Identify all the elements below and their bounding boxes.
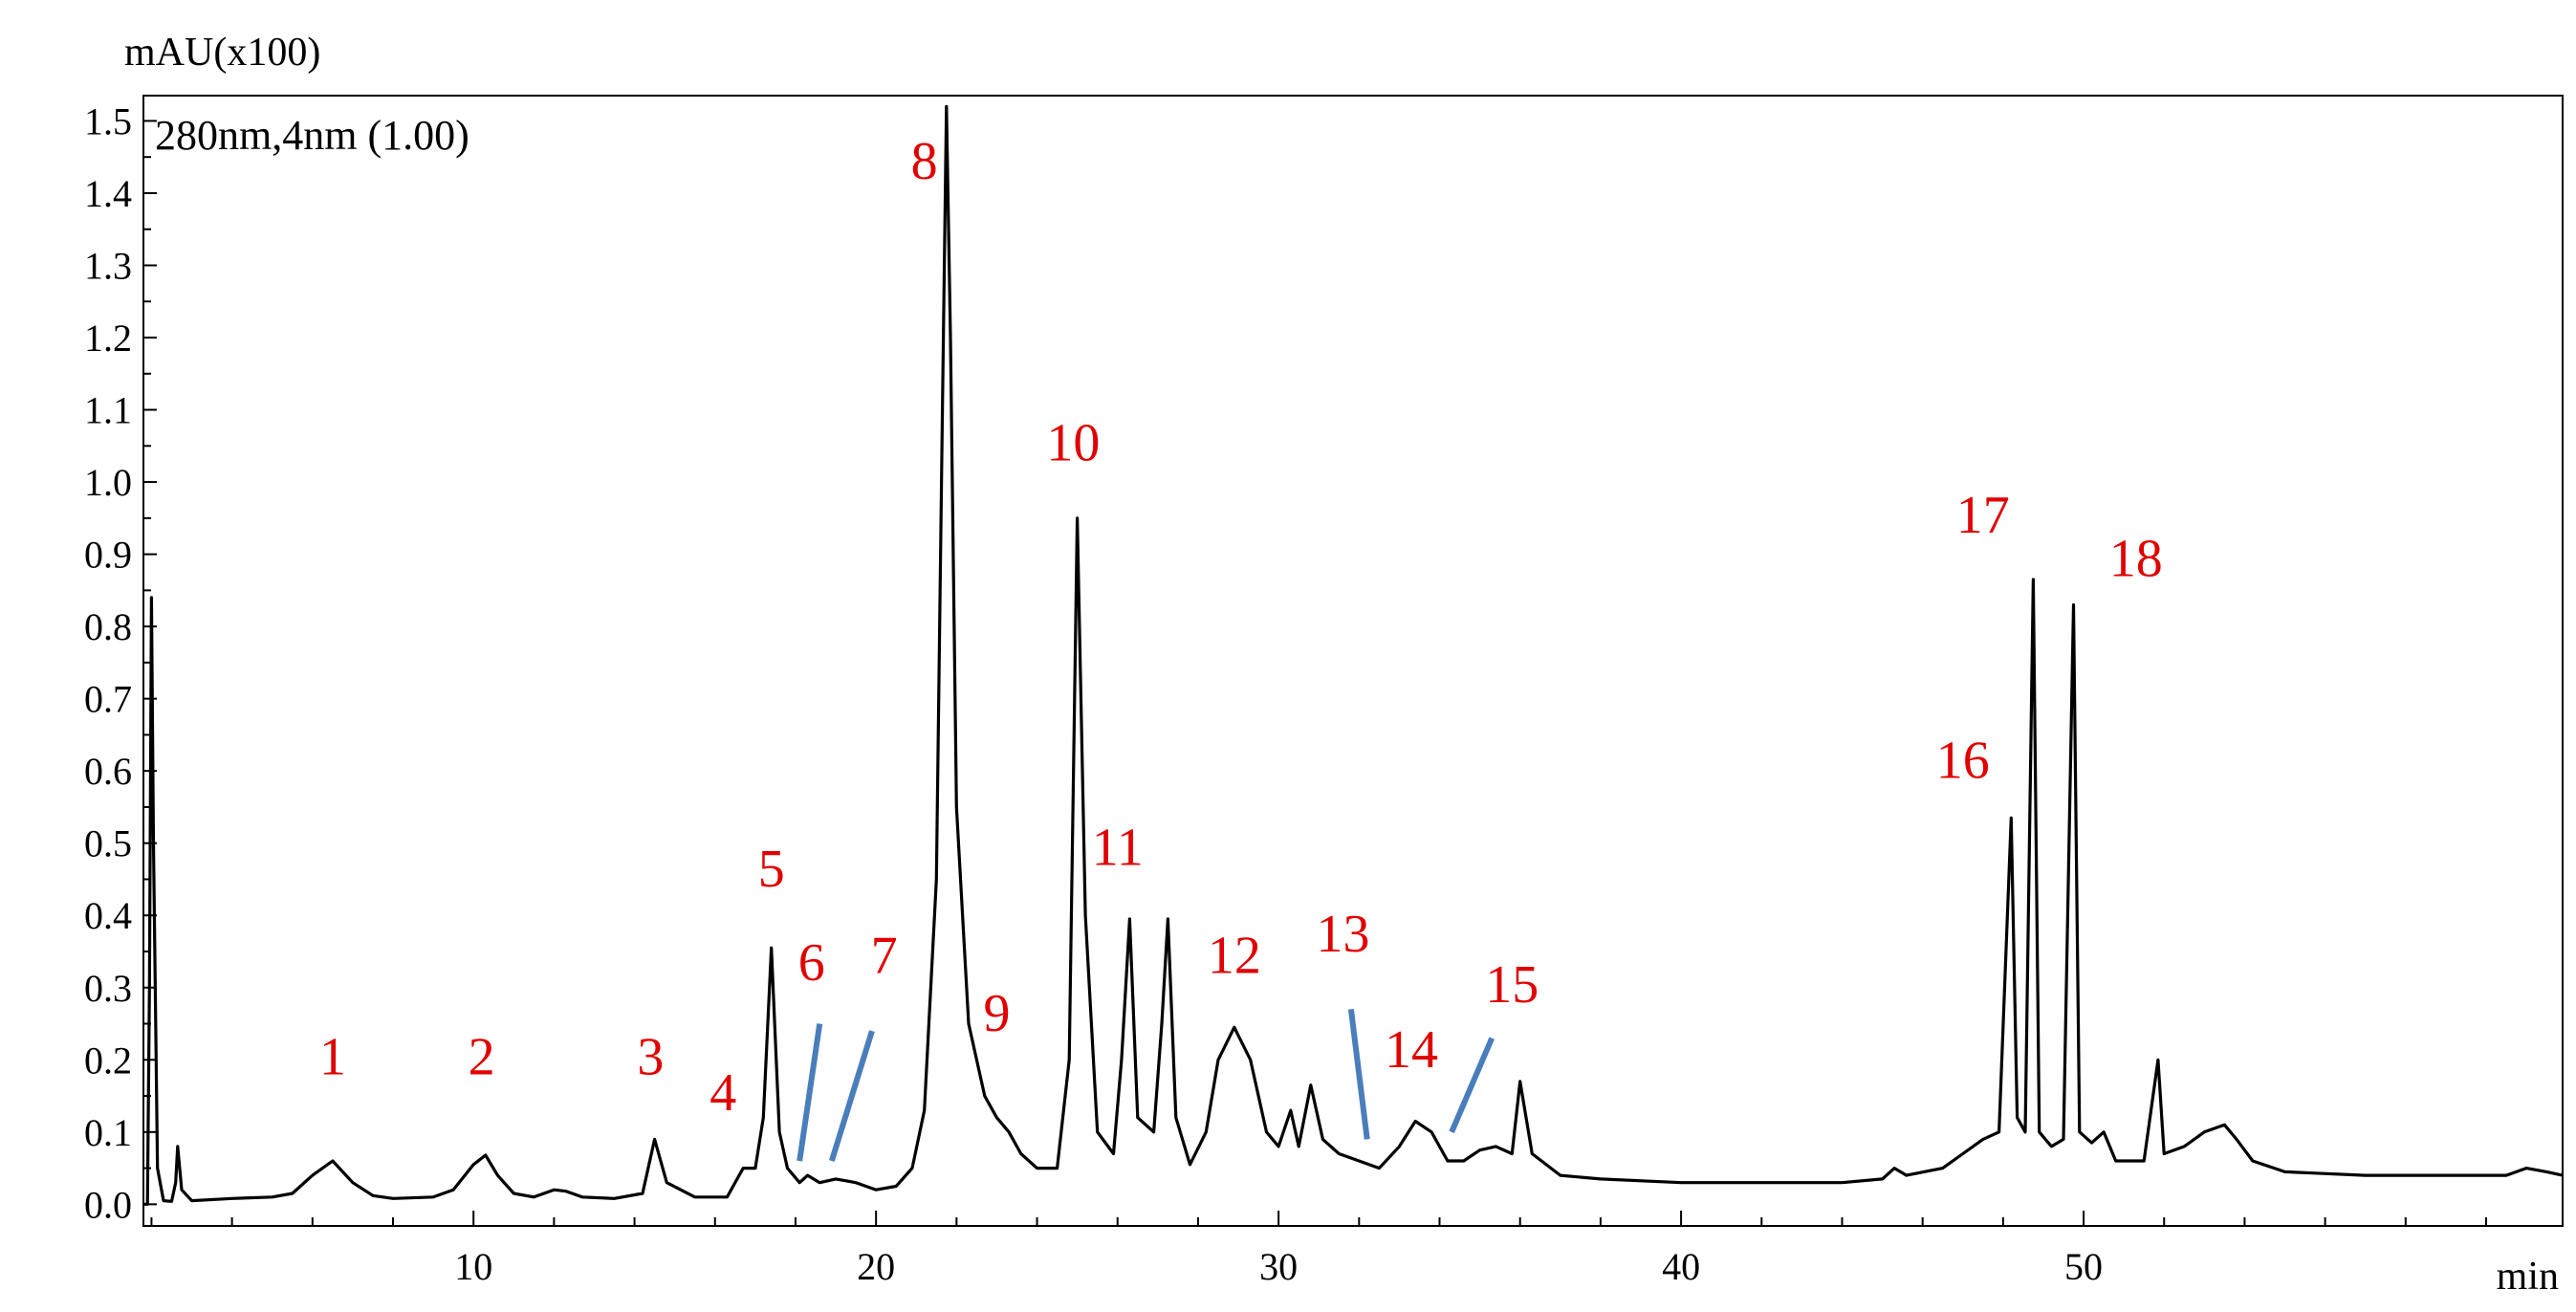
peak-label-12: 12 (1208, 927, 1261, 986)
y-tick-label: 1.3 (84, 244, 132, 287)
y-axis-title: mAU(x100) (124, 31, 320, 75)
x-tick-label: 50 (2064, 1245, 2103, 1288)
x-tick-label: 20 (857, 1245, 895, 1288)
leader-line-7 (828, 1030, 875, 1162)
y-tick-label: 0.7 (84, 678, 132, 721)
y-tick-label: 1.4 (84, 172, 132, 215)
x-axis: 10 20 30 40 50 (150, 1211, 2488, 1288)
y-tick-label: 1.0 (84, 461, 132, 504)
y-tick-label: 0.3 (84, 967, 132, 1010)
x-tick-label: 40 (1662, 1245, 1700, 1288)
y-tick-label: 1.2 (84, 317, 132, 360)
peak-label-4: 4 (709, 1063, 736, 1123)
y-tick-label: 0.5 (84, 822, 132, 865)
peak-leader-lines (797, 1009, 1495, 1162)
y-tick-label: 0.8 (84, 605, 132, 648)
leader-line-6 (797, 1023, 823, 1162)
peak-label-10: 10 (1046, 413, 1100, 472)
peak-label-8: 8 (911, 132, 938, 191)
peak-label-6: 6 (798, 933, 825, 993)
x-tick-label: 10 (454, 1245, 492, 1288)
peak-label-13: 13 (1316, 905, 1369, 964)
peak-label-14: 14 (1385, 1020, 1438, 1080)
y-tick-label: 1.5 (84, 99, 132, 142)
peak-label-17: 17 (1956, 486, 2010, 545)
x-axis-title: min (2497, 1255, 2559, 1299)
leader-line-13 (1347, 1009, 1370, 1140)
y-axis: 0.0 0.1 0.2 0.3 0.4 0.5 0.6 0.7 0.8 0.9 1.0 1.1 1.2 1… (84, 99, 157, 1226)
peak-label-9: 9 (983, 984, 1010, 1043)
y-tick-label: 0.1 (84, 1111, 132, 1154)
peak-label-2: 2 (469, 1027, 495, 1086)
peak-label-1: 1 (319, 1027, 346, 1086)
y-tick-label: 1.1 (84, 389, 132, 432)
peak-label-16: 16 (1936, 732, 1990, 791)
x-tick-label: 30 (1259, 1245, 1298, 1288)
detector-annotation: 280nm,4nm (1.00) (155, 112, 469, 159)
leader-line-15 (1449, 1037, 1495, 1133)
peak-label-7: 7 (871, 927, 898, 986)
plot-frame (142, 95, 2564, 1227)
chromatogram-trace (143, 104, 2564, 1206)
peak-label-3: 3 (637, 1027, 664, 1086)
peak-label-11: 11 (1092, 818, 1144, 877)
peak-label-18: 18 (2109, 529, 2163, 588)
peak-label-15: 15 (1485, 955, 1539, 1015)
y-tick-label: 0.9 (84, 534, 132, 577)
y-tick-label: 0.2 (84, 1039, 132, 1082)
y-tick-label: 0.0 (84, 1183, 132, 1226)
y-tick-label: 0.4 (84, 894, 132, 937)
y-tick-label: 0.6 (84, 750, 132, 793)
peak-label-5: 5 (758, 840, 785, 899)
